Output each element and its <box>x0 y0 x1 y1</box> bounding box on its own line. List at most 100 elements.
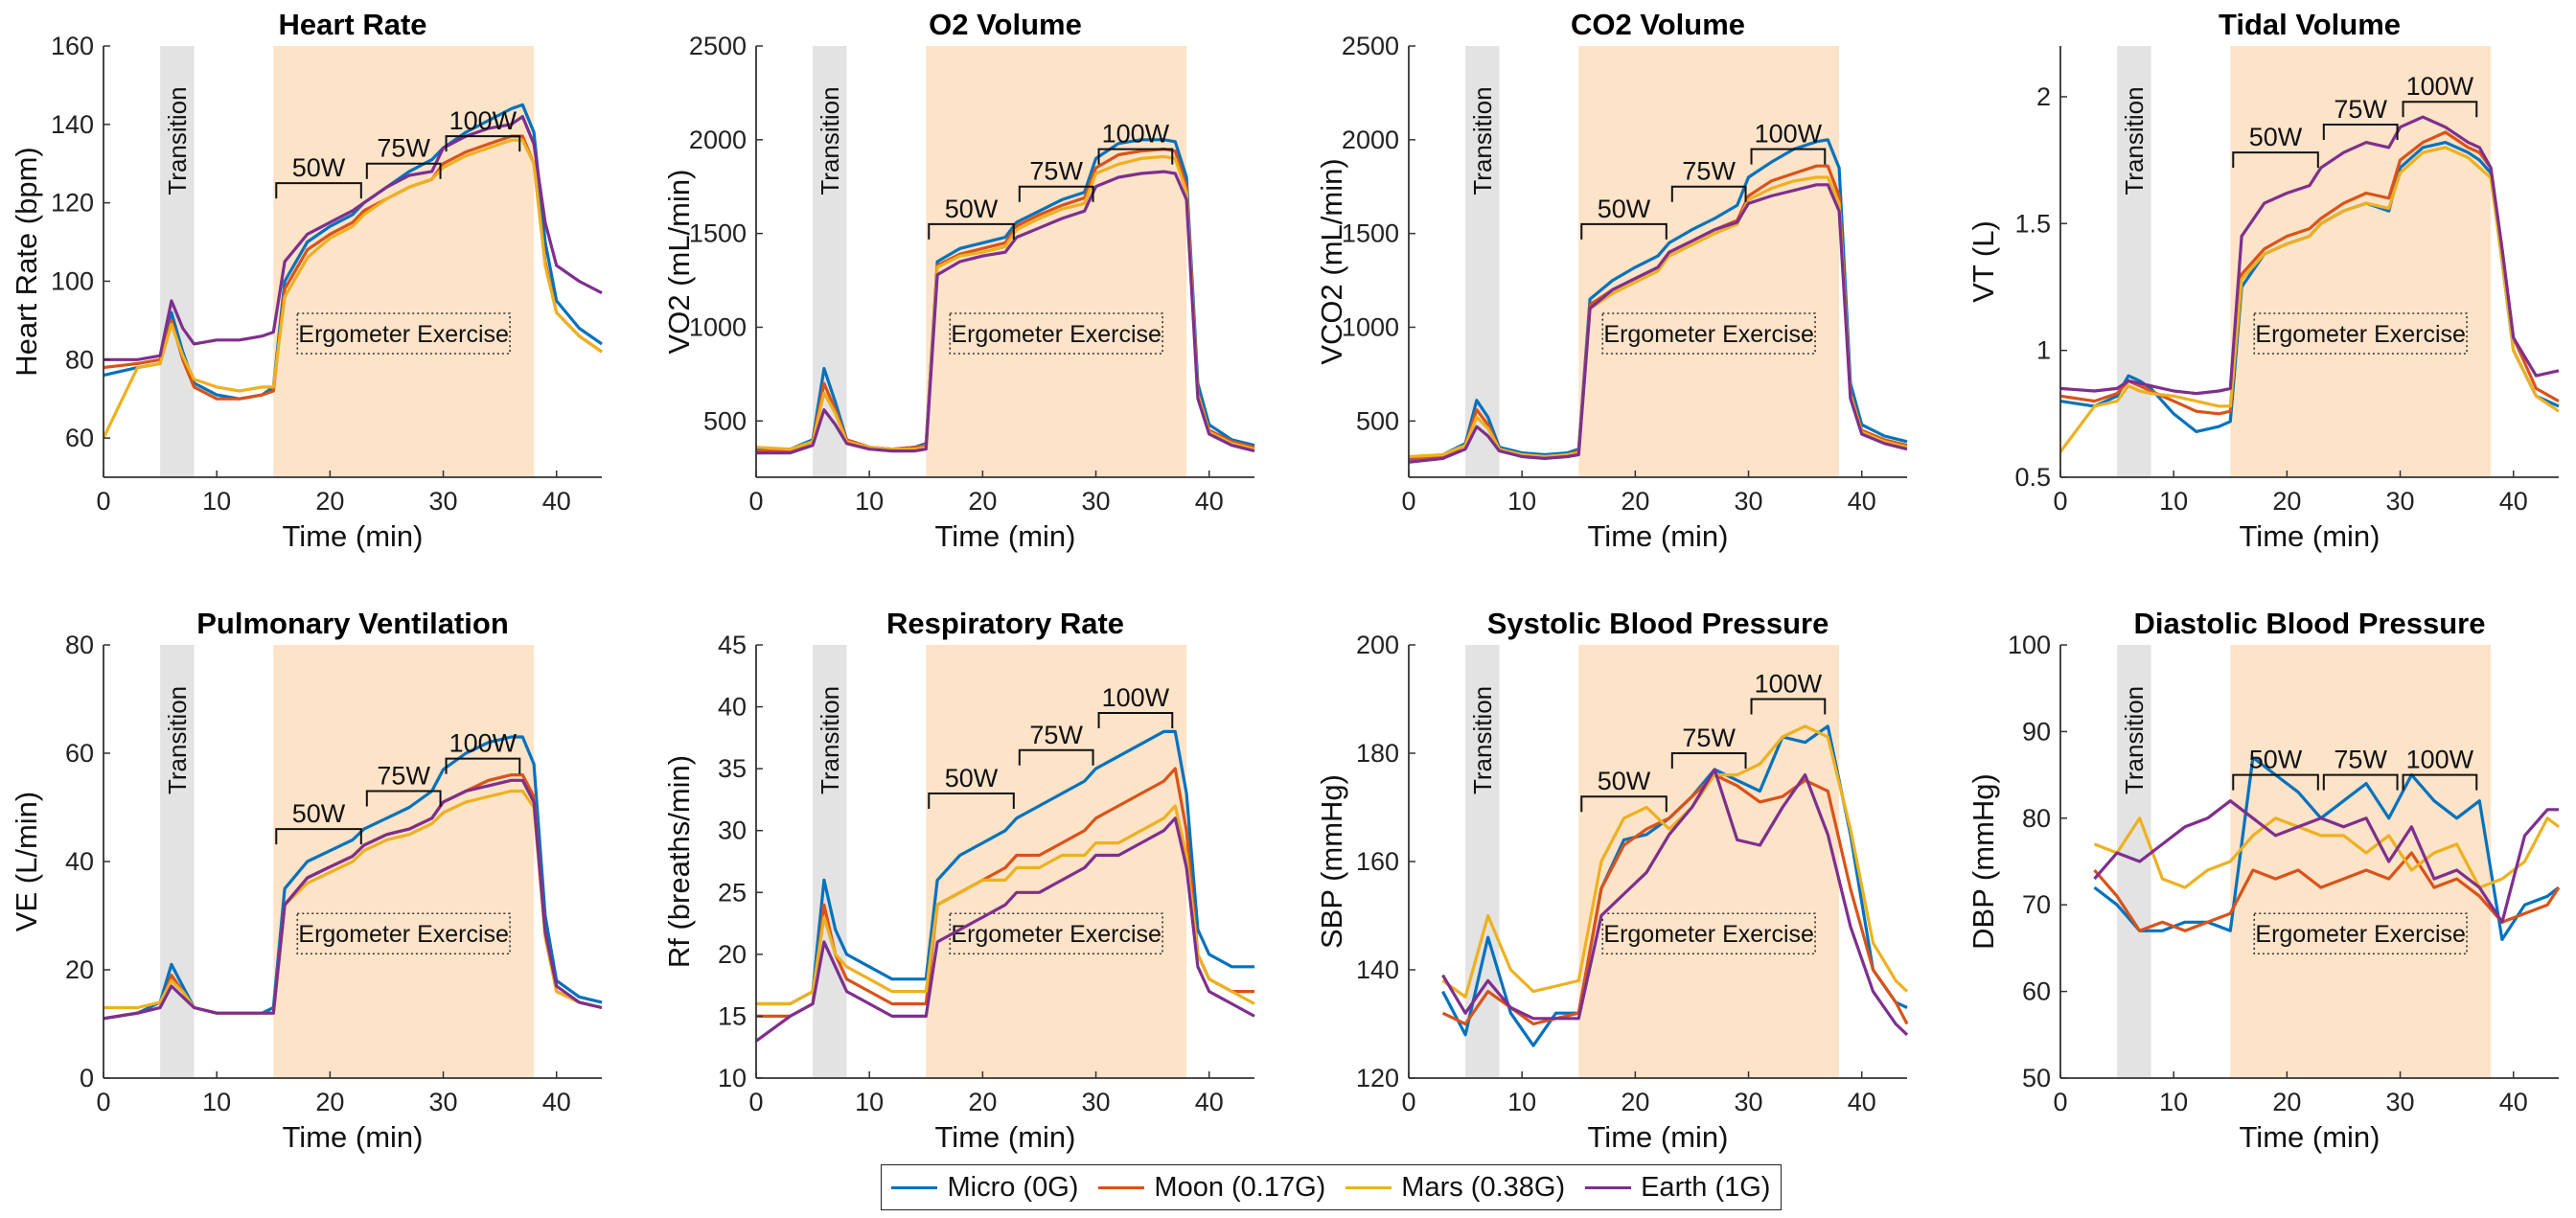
stage-bracket <box>1670 185 1747 202</box>
y-tick-label: 500 <box>703 406 747 435</box>
stage-bracket <box>1018 748 1094 766</box>
stage-label: 100W <box>449 729 518 758</box>
series-line-mars-0-38g <box>102 138 603 439</box>
x-tick-label: 10 <box>202 1088 231 1116</box>
x-tick-label: 40 <box>542 487 571 516</box>
y-tick-label: 25 <box>718 878 747 907</box>
exercise-label: Ergometer Exercise <box>951 321 1162 348</box>
y-axis-label: VT (L) <box>1966 220 2000 303</box>
y-tick-label: 80 <box>65 345 94 374</box>
panel-title: Pulmonary Ventilation <box>196 607 509 640</box>
y-tick-label: 140 <box>1356 955 1399 984</box>
x-tick-label: 40 <box>1848 487 1876 516</box>
y-tick-label: 20 <box>65 955 94 984</box>
y-tick-label: 1 <box>2036 336 2051 365</box>
x-tick-label: 40 <box>2499 487 2528 516</box>
legend-swatch <box>1346 1185 1392 1189</box>
stage-bracket <box>365 162 442 179</box>
x-axis-label: Time (min) <box>283 1120 424 1154</box>
transition-label: Transition <box>163 686 192 794</box>
exercise-region <box>1578 46 1840 477</box>
y-axis-label: VCO2 (mL/min) <box>1315 158 1348 364</box>
y-tick-label: 50 <box>2022 1064 2051 1092</box>
transition-region <box>160 46 195 477</box>
x-axis-label: Time (min) <box>283 519 424 553</box>
y-tick-label: 15 <box>718 1001 747 1030</box>
exercise-box <box>2253 912 2468 955</box>
y-tick-label: 70 <box>2022 890 2051 919</box>
series-line-micro-0g <box>1408 138 1908 460</box>
y-axis-label: Heart Rate (bpm) <box>10 147 43 376</box>
series-line-moon-0-17g <box>756 767 1254 1019</box>
panel-title: Diastolic Blood Pressure <box>2134 607 2486 640</box>
x-tick-label: 20 <box>1621 1088 1649 1116</box>
stage-bracket <box>275 182 362 199</box>
exercise-label: Ergometer Exercise <box>951 921 1162 948</box>
stage-label: 100W <box>1102 120 1170 149</box>
x-tick-label: 10 <box>1507 487 1536 516</box>
transition-region <box>2117 645 2151 1078</box>
y-tick-label: 100 <box>2008 631 2051 659</box>
stage-label: 75W <box>1029 721 1083 749</box>
panel-co2-volume: Transition Ergometer Exercise 50W 75W 100W 0 1… <box>1315 8 1908 553</box>
y-tick-label: 0.5 <box>2014 463 2051 492</box>
stage-label: 75W <box>2334 746 2387 774</box>
transition-label: Transition <box>816 686 844 794</box>
stage-bracket <box>365 790 442 807</box>
stage-bracket <box>2322 124 2399 141</box>
panel-title: Respiratory Rate <box>886 607 1124 640</box>
stage-bracket <box>2322 773 2399 791</box>
stage-label: 75W <box>377 134 430 163</box>
exercise-box <box>1601 312 1816 355</box>
stage-bracket <box>1580 222 1668 240</box>
transition-label: Transition <box>1468 686 1497 794</box>
series-line-mars-0-38g <box>2093 816 2560 889</box>
x-tick-label: 20 <box>2272 487 2301 516</box>
x-tick-label: 0 <box>748 1088 763 1116</box>
x-tick-label: 0 <box>748 487 763 516</box>
x-axis-label: Time (min) <box>1588 519 1729 553</box>
legend-label: Moon (0.17G) <box>1154 1171 1326 1203</box>
transition-label: Transition <box>2120 686 2149 794</box>
x-tick-label: 20 <box>2272 1088 2301 1116</box>
x-tick-label: 0 <box>2053 487 2067 516</box>
exercise-label: Ergometer Exercise <box>1603 921 1814 948</box>
x-tick-label: 30 <box>1082 487 1111 516</box>
series-line-mars-0-38g <box>756 804 1255 1006</box>
transition-region <box>2117 46 2151 477</box>
y-tick-label: 1000 <box>689 312 747 341</box>
y-axis-label: VE (L/min) <box>10 792 43 931</box>
x-tick-label: 40 <box>1195 487 1224 516</box>
y-tick-label: 45 <box>718 631 747 659</box>
y-axis-label: DBP (mmHg) <box>1966 773 2000 950</box>
exercise-box <box>2253 312 2468 355</box>
y-axis-label: VO2 (mL/min) <box>662 170 696 355</box>
x-tick-label: 30 <box>1735 1088 1763 1116</box>
y-tick-label: 1500 <box>1342 219 1399 248</box>
x-tick-label: 20 <box>1621 487 1649 516</box>
x-tick-label: 30 <box>429 1088 458 1116</box>
series-line-mars-0-38g <box>755 154 1255 451</box>
stage-label: 100W <box>1755 120 1823 149</box>
series-line-mars-0-38g <box>1408 175 1908 459</box>
transition-region <box>1465 46 1500 477</box>
y-tick-label: 200 <box>1356 631 1399 659</box>
y-tick-label: 60 <box>65 424 94 452</box>
series-line-mars-0-38g <box>1441 724 1909 999</box>
y-tick-label: 500 <box>1356 406 1399 435</box>
legend-item-moon-0-17g: Moon (0.17G) <box>1098 1172 1325 1204</box>
y-tick-label: 10 <box>718 1064 747 1092</box>
y-tick-label: 35 <box>718 754 747 783</box>
y-tick-label: 2000 <box>689 126 747 154</box>
stage-label: 75W <box>377 762 430 791</box>
legend-label: Earth (1G) <box>1641 1171 1771 1203</box>
series-line-moon-0-17g <box>1441 772 1909 1026</box>
x-axis-label: Time (min) <box>2240 519 2380 553</box>
exercise-region <box>1578 645 1840 1078</box>
exercise-label: Ergometer Exercise <box>298 921 509 948</box>
y-tick-label: 2500 <box>1342 32 1399 60</box>
legend-swatch <box>891 1185 938 1189</box>
transition-region <box>813 645 847 1078</box>
